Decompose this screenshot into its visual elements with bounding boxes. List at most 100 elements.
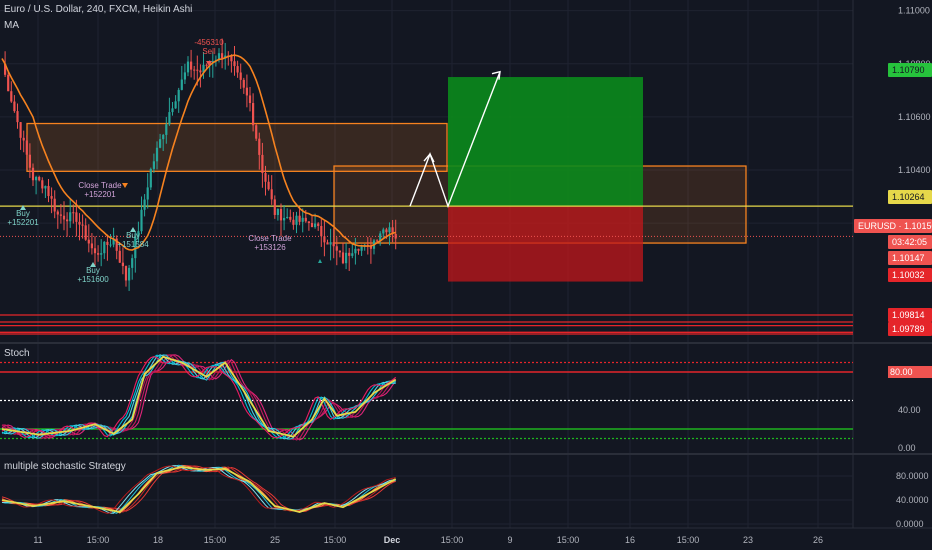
candle-body (146, 187, 149, 200)
signal-label: Close Trade (248, 234, 292, 243)
x-axis-tick-label: 16 (625, 535, 635, 545)
candle-body (314, 223, 317, 228)
stop-loss-zone[interactable] (448, 206, 643, 282)
candle-body (292, 219, 295, 225)
candle-body (66, 219, 69, 222)
candle-body (118, 250, 121, 263)
candle-body (273, 199, 276, 215)
candle-body (38, 176, 41, 181)
candle-body (326, 242, 329, 245)
price-tag[interactable] (888, 268, 932, 282)
candle-body (152, 161, 155, 169)
candle-body (177, 89, 180, 102)
x-axis-tick-label: 11 (33, 535, 42, 545)
multi-axis-label: 80.0000 (896, 471, 929, 481)
candle-body (379, 233, 382, 241)
forecast-path[interactable] (409, 71, 501, 209)
candle-body (87, 239, 90, 244)
candle-body (115, 238, 118, 251)
candle-body (267, 181, 270, 190)
candle-body (211, 60, 214, 63)
x-axis-tick-label: Dec (384, 535, 401, 545)
candle-body (360, 246, 363, 251)
candle-body (348, 252, 351, 256)
candle-body (199, 70, 202, 73)
candle-body (159, 139, 162, 148)
candle-body (121, 262, 124, 267)
candle-body (75, 212, 78, 222)
price-tag[interactable] (854, 219, 932, 233)
candle-body (112, 238, 115, 245)
forecast-arrow-head (423, 152, 435, 163)
candle-body (183, 72, 186, 80)
candle-body (10, 91, 13, 102)
candle-body (236, 66, 239, 73)
multi-stoch-pane-label[interactable]: multiple stochastic Strategy (4, 461, 126, 472)
candle-body (190, 61, 193, 70)
signal-value: +153126 (254, 243, 286, 252)
resistance-zone[interactable] (26, 122, 448, 172)
candle-body (301, 217, 304, 222)
candle-body (369, 246, 372, 249)
price-tag[interactable] (888, 190, 932, 204)
take-profit-zone[interactable] (448, 77, 643, 207)
y-axis-tick-label: 1.10400 (898, 165, 931, 175)
price-tag-label: 1.09814 (892, 310, 925, 320)
candle-body (28, 154, 31, 168)
candle-body (162, 134, 165, 140)
candle-body (180, 79, 183, 90)
price-tag[interactable] (888, 235, 932, 249)
candle-body (252, 103, 255, 126)
candle-body (155, 147, 159, 162)
x-axis-tick-label: 15:00 (87, 535, 110, 545)
candle-body (307, 221, 310, 224)
candle-body (165, 124, 168, 135)
candle-body (295, 215, 298, 225)
sell-signal-icon (206, 61, 212, 66)
candle-body (351, 253, 354, 256)
candle-body (261, 154, 264, 174)
candle-body (81, 224, 84, 226)
candle-body (134, 236, 137, 259)
x-axis-tick-label: 15:00 (324, 535, 347, 545)
stoch-pane-label[interactable]: Stoch (4, 348, 30, 359)
price-tag[interactable] (888, 63, 932, 77)
price-tag-label: 03:42:05 (892, 237, 927, 247)
multi-axis-label: 0.0000 (896, 519, 924, 529)
candle-body (242, 79, 245, 88)
candle-body (59, 214, 62, 216)
candle-body (255, 125, 258, 139)
candle-body (245, 87, 248, 96)
candle-body (7, 74, 10, 92)
candle-body (323, 236, 326, 243)
candle-body (25, 140, 28, 155)
ma-indicator-label[interactable]: MA (4, 20, 19, 31)
candle-body (90, 243, 93, 249)
multi-main-line (1, 466, 397, 513)
stoch-line (1, 354, 396, 439)
stoch-axis-label: 0.00 (898, 443, 916, 453)
candle-body (310, 223, 314, 228)
price-tag[interactable] (888, 251, 932, 265)
x-axis-tick-label: 18 (153, 535, 163, 545)
x-axis-tick-label: 25 (270, 535, 280, 545)
candle-body (382, 229, 385, 234)
marker-icon (318, 259, 322, 263)
candle-body (174, 101, 177, 109)
price-tag-label: 1.09789 (892, 324, 925, 334)
candle-body (264, 173, 267, 182)
signal-value: Sell (202, 47, 216, 56)
candle-body (16, 111, 19, 123)
y-axis-tick-label: 1.11000 (898, 6, 930, 16)
x-axis-tick-label: 23 (743, 535, 753, 545)
signal-label: Buy (86, 266, 100, 275)
candle-body (84, 225, 87, 240)
candle-body (13, 101, 16, 112)
price-tag[interactable] (888, 322, 932, 336)
price-tag[interactable] (888, 308, 932, 322)
candle-body (140, 209, 143, 232)
candle-body (50, 196, 53, 199)
candle-body (357, 248, 360, 251)
forecast-arrow-head (491, 70, 501, 80)
